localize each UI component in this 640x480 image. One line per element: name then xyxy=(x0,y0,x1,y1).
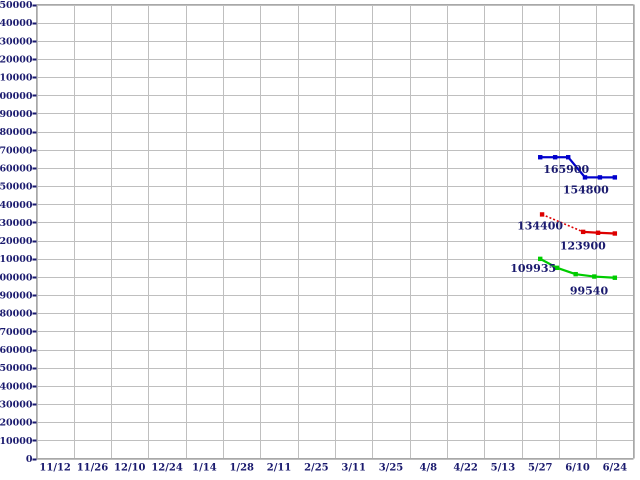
y-axis-tick-label: 230000 xyxy=(0,36,33,47)
data-value-label: 109935 xyxy=(510,262,556,275)
y-axis-tick-label: 80000 xyxy=(0,309,33,320)
series-line-segment xyxy=(594,275,615,279)
x-axis-tick-label: 1/14 xyxy=(192,463,217,474)
y-axis-tick-label: 20000 xyxy=(0,418,33,429)
series-data-marker xyxy=(554,265,560,271)
y-axis-tick-label: 150000 xyxy=(0,182,33,193)
y-axis-tick-label: 50000 xyxy=(0,363,33,374)
series-data-marker xyxy=(597,175,603,180)
y-axis-tick-label: 250000 xyxy=(0,0,33,11)
data-value-label: 123900 xyxy=(560,239,606,252)
series-line-segment xyxy=(556,266,577,276)
y-axis-tick-label: 180000 xyxy=(0,127,33,138)
y-axis-tick-label: 200000 xyxy=(0,91,33,102)
x-axis-tick-label: 11/26 xyxy=(77,463,109,474)
x-axis-tick-label: 6/24 xyxy=(603,463,628,474)
data-value-label: 165900 xyxy=(543,163,589,176)
y-axis-tick-label: 170000 xyxy=(0,145,33,156)
y-axis-tick-label: 90000 xyxy=(0,291,33,302)
y-axis-tick-label: 30000 xyxy=(0,400,33,411)
series-data-marker xyxy=(612,275,618,280)
series-line-segment xyxy=(583,230,599,234)
y-axis-tick-label: 70000 xyxy=(0,327,33,338)
series-data-marker xyxy=(595,230,601,235)
x-axis-tick-label: 6/10 xyxy=(565,463,590,474)
x-axis-tick-label: 5/27 xyxy=(528,463,553,474)
series-line-segment xyxy=(541,213,584,233)
y-axis-tick-label: 60000 xyxy=(0,345,33,356)
y-axis-tick-label: 130000 xyxy=(0,218,33,229)
series-data-marker xyxy=(612,231,618,236)
axis-layer xyxy=(36,4,634,459)
x-axis-tick-label: 5/13 xyxy=(491,463,516,474)
series-line-segment xyxy=(567,156,586,179)
y-axis-tick-label: 120000 xyxy=(0,236,33,247)
x-axis-tick-label: 1/28 xyxy=(229,463,254,474)
series-data-marker xyxy=(566,155,571,160)
y-axis-tick-label: 160000 xyxy=(0,163,33,174)
x-axis-tick-label: 4/22 xyxy=(453,463,478,474)
y-axis-tick-labels: 2500002400002300002200002100002000001900… xyxy=(0,0,37,465)
series-line-segment xyxy=(598,231,615,235)
grid-layer xyxy=(36,4,635,460)
y-axis-tick-label: 0 xyxy=(26,454,33,465)
data-series-layer xyxy=(538,155,618,280)
x-axis-tick-labels: 11/12 11/26 12/10 12/24 1/14 1/28 2/11 2/25 3/11… xyxy=(39,463,627,474)
series-blue-series xyxy=(538,155,618,180)
series-line-segment xyxy=(575,273,595,278)
series-data-marker xyxy=(538,155,543,160)
series-green-series xyxy=(538,256,618,280)
x-axis-tick-label: 12/24 xyxy=(151,463,183,474)
x-axis-tick-label: 11/12 xyxy=(39,463,71,474)
series-line-segment xyxy=(539,257,558,269)
series-data-marker xyxy=(573,271,578,277)
data-value-label: 134400 xyxy=(517,219,563,232)
y-axis-tick-label: 220000 xyxy=(0,54,33,65)
y-axis-tick-label: 210000 xyxy=(0,73,33,84)
series-data-marker xyxy=(552,155,558,160)
y-axis-tick-label: 140000 xyxy=(0,200,33,211)
series-red-series xyxy=(539,212,618,236)
data-value-label: 99540 xyxy=(570,285,609,298)
y-axis-tick-label: 10000 xyxy=(0,436,33,447)
series-data-marker xyxy=(580,229,586,235)
y-axis-tick-label: 190000 xyxy=(0,109,33,120)
y-axis-tick-label: 240000 xyxy=(0,18,33,29)
x-axis-tick-label: 2/11 xyxy=(267,463,292,474)
series-data-marker xyxy=(592,274,597,279)
series-data-marker xyxy=(612,175,618,180)
data-value-labels: 165900 154800 134400 123900 109935 99540 xyxy=(510,163,609,298)
series-data-marker xyxy=(539,212,545,217)
data-value-label: 154800 xyxy=(563,183,609,196)
series-data-marker xyxy=(582,175,588,180)
x-axis-tick-label: 2/25 xyxy=(304,463,329,474)
x-axis-tick-label: 3/11 xyxy=(341,463,366,474)
x-axis-tick-label: 4/8 xyxy=(419,463,437,474)
y-axis-tick-label: 40000 xyxy=(0,381,33,392)
series-data-marker xyxy=(538,256,543,262)
y-axis-tick-label: 110000 xyxy=(0,254,33,265)
x-axis-tick-label: 3/25 xyxy=(379,463,404,474)
x-axis-tick-label: 12/10 xyxy=(114,463,146,474)
